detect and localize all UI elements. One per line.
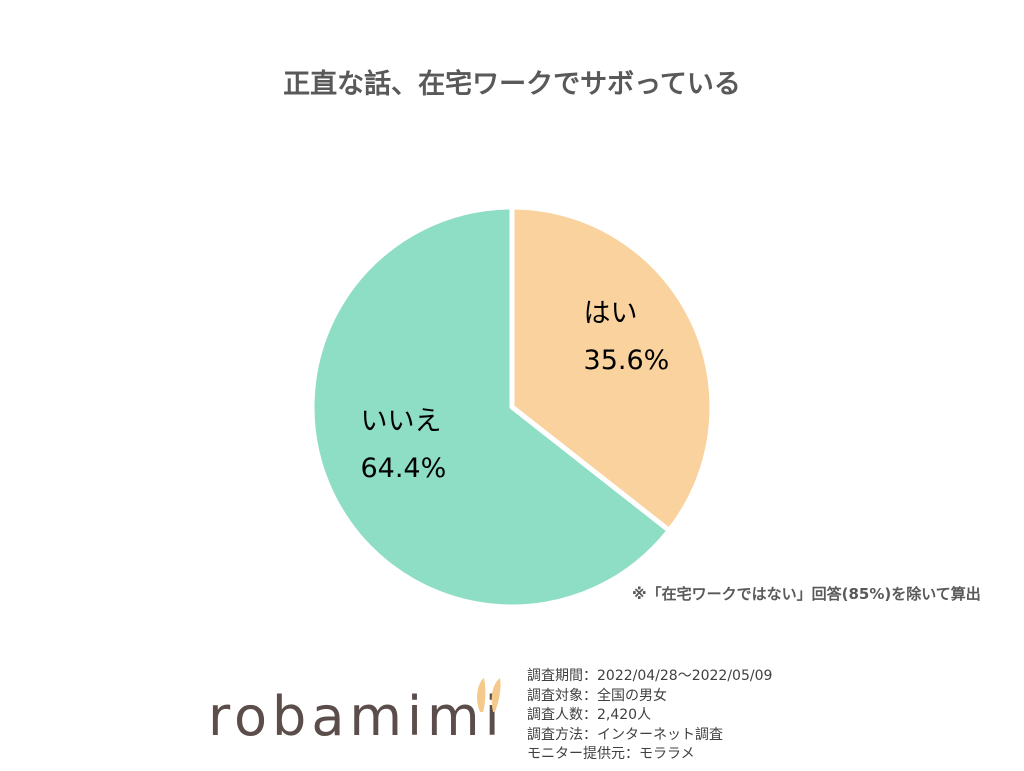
slice-label-no: いいえ [360, 406, 442, 438]
slice-label-yes: はい [583, 297, 638, 329]
footnote: ※「在宅ワークではない」回答(85%)を除いて算出 [632, 585, 981, 603]
chart-title: 正直な話、在宅ワークでサボっている [283, 69, 741, 100]
survey-period: 調査期間：2022/04/28～2022/05/09 [527, 668, 773, 684]
pie-slice-yes [509, 204, 715, 534]
pie-slice-no [309, 204, 672, 610]
survey-target: 調査対象：全国の男女 [527, 687, 667, 704]
survey-count: 調査人数：2,420人 [527, 707, 652, 723]
logo-ears-icon [477, 678, 501, 712]
survey-info: 調査期間：2022/04/28～2022/05/09 調査対象：全国の男女 調査… [527, 667, 772, 765]
survey-method: 調査方法：インターネット調査 [527, 726, 723, 743]
slice-value-yes: 35.6% [583, 344, 670, 376]
survey-provider: モニター提供元：モララメ [527, 746, 695, 762]
slice-value-no: 64.4% [360, 453, 447, 485]
logo-wordmark: robamimi [208, 685, 505, 748]
